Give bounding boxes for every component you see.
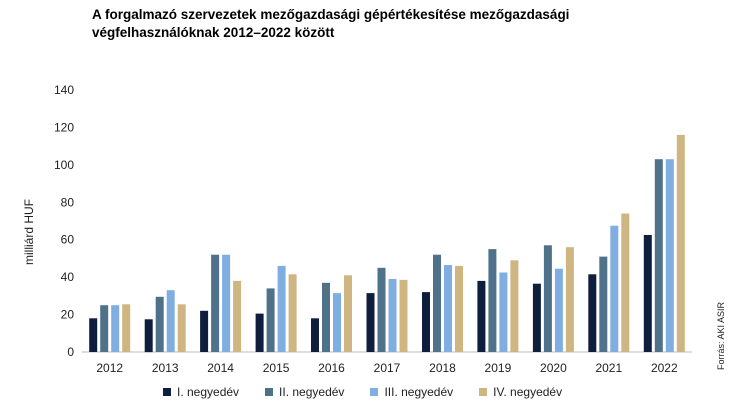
legend-label: II. negyedév [279,385,345,399]
legend-item: III. negyedév [370,385,453,399]
bar-2013-q1 [144,319,153,353]
bar-2020-q4 [565,247,574,352]
bar-2019-q2 [488,249,497,352]
bar-2022-q1 [643,235,652,352]
x-tick-label: 2012 [96,361,123,375]
legend-swatch [370,388,379,396]
bar-2021-q1 [588,274,597,352]
legend-swatch [265,388,274,396]
x-tick-label: 2022 [651,361,678,375]
legend: I. negyedév II. negyedév III. negyedév IV. … [163,385,562,399]
x-tick-label: 2017 [374,361,401,375]
bar-2021-q4 [621,213,630,352]
bar-2014-q2 [211,254,220,352]
bar-2015-q4 [288,274,297,352]
bar-2021-q3 [610,225,619,352]
bar-2016-q2 [322,282,330,352]
bar-2015-q1 [255,313,264,352]
source-note: Forrás: AKI ASIR [716,301,726,370]
bar-2018-q2 [433,254,441,352]
x-tick-label: 2018 [429,361,456,375]
bar-2012-q3 [111,305,120,352]
bar-2012-q1 [89,318,98,352]
bar-2014-q4 [233,280,242,352]
y-axis-ticks: 0 20 40 60 80 100 120 140 [54,83,74,359]
bar-2013-q3 [166,290,175,352]
legend-swatch [479,388,488,396]
bar-2017-q1 [366,293,375,352]
bar-2012-q2 [100,305,109,352]
bar-2020-q2 [543,245,552,352]
bar-2020-q1 [532,283,541,352]
bar-2014-q3 [222,254,231,352]
bar-2015-q3 [277,265,286,352]
bar-2013-q4 [177,304,186,352]
y-tick-label: 40 [61,270,75,284]
x-tick-label: 2014 [207,361,234,375]
bar-2017-q2 [377,267,386,352]
legend-label: III. negyedév [384,385,454,399]
y-tick-label: 120 [54,120,74,134]
bar-2018-q1 [422,292,430,352]
y-tick-label: 140 [54,83,74,97]
bar-2017-q3 [388,279,397,352]
bar-2019-q4 [510,260,519,352]
x-tick-label: 2019 [485,361,512,375]
legend-label: I. negyedév [177,385,240,399]
bar-2016-q3 [333,293,341,352]
bar-2018-q4 [455,265,463,352]
bar-2020-q3 [554,268,563,352]
chart-title: A forgalmazó szervezetek mezőgazdasági g… [92,7,570,40]
bar-2019-q1 [477,280,486,352]
y-axis-label: milliárd HUF [22,199,36,265]
legend-label: IV. negyedév [493,385,563,399]
bar-2022-q3 [665,159,674,352]
bar-2018-q3 [444,265,452,352]
bar-2015-q2 [266,288,275,352]
bar-2014-q1 [200,310,209,352]
y-tick-label: 0 [67,345,74,359]
legend-item: II. negyedév [265,385,344,399]
x-axis-ticks: 2012 2013 2014 2015 2016 2017 2018 2019 2020 2021… [96,361,678,375]
x-tick-label: 2021 [595,361,622,375]
legend-swatch [163,388,171,396]
legend-item: I. negyedév [163,385,239,399]
bars [89,134,685,353]
bar-2021-q2 [599,256,608,352]
y-tick-label: 100 [54,158,74,172]
bar-2022-q2 [654,159,663,352]
bar-2013-q2 [155,296,164,352]
bar-2012-q4 [122,304,131,352]
bar-2016-q4 [344,275,352,352]
x-tick-label: 2016 [318,361,345,375]
y-tick-label: 20 [61,308,75,322]
bar-2022-q4 [676,134,685,352]
bar-2019-q3 [499,272,508,352]
bar-2016-q1 [311,318,319,352]
legend-item: IV. negyedév [479,385,562,399]
x-tick-label: 2013 [152,361,179,375]
bar-2017-q4 [399,279,408,352]
y-tick-label: 60 [61,233,75,247]
x-tick-label: 2020 [540,361,567,375]
x-tick-label: 2015 [263,361,290,375]
y-tick-label: 80 [61,195,75,209]
